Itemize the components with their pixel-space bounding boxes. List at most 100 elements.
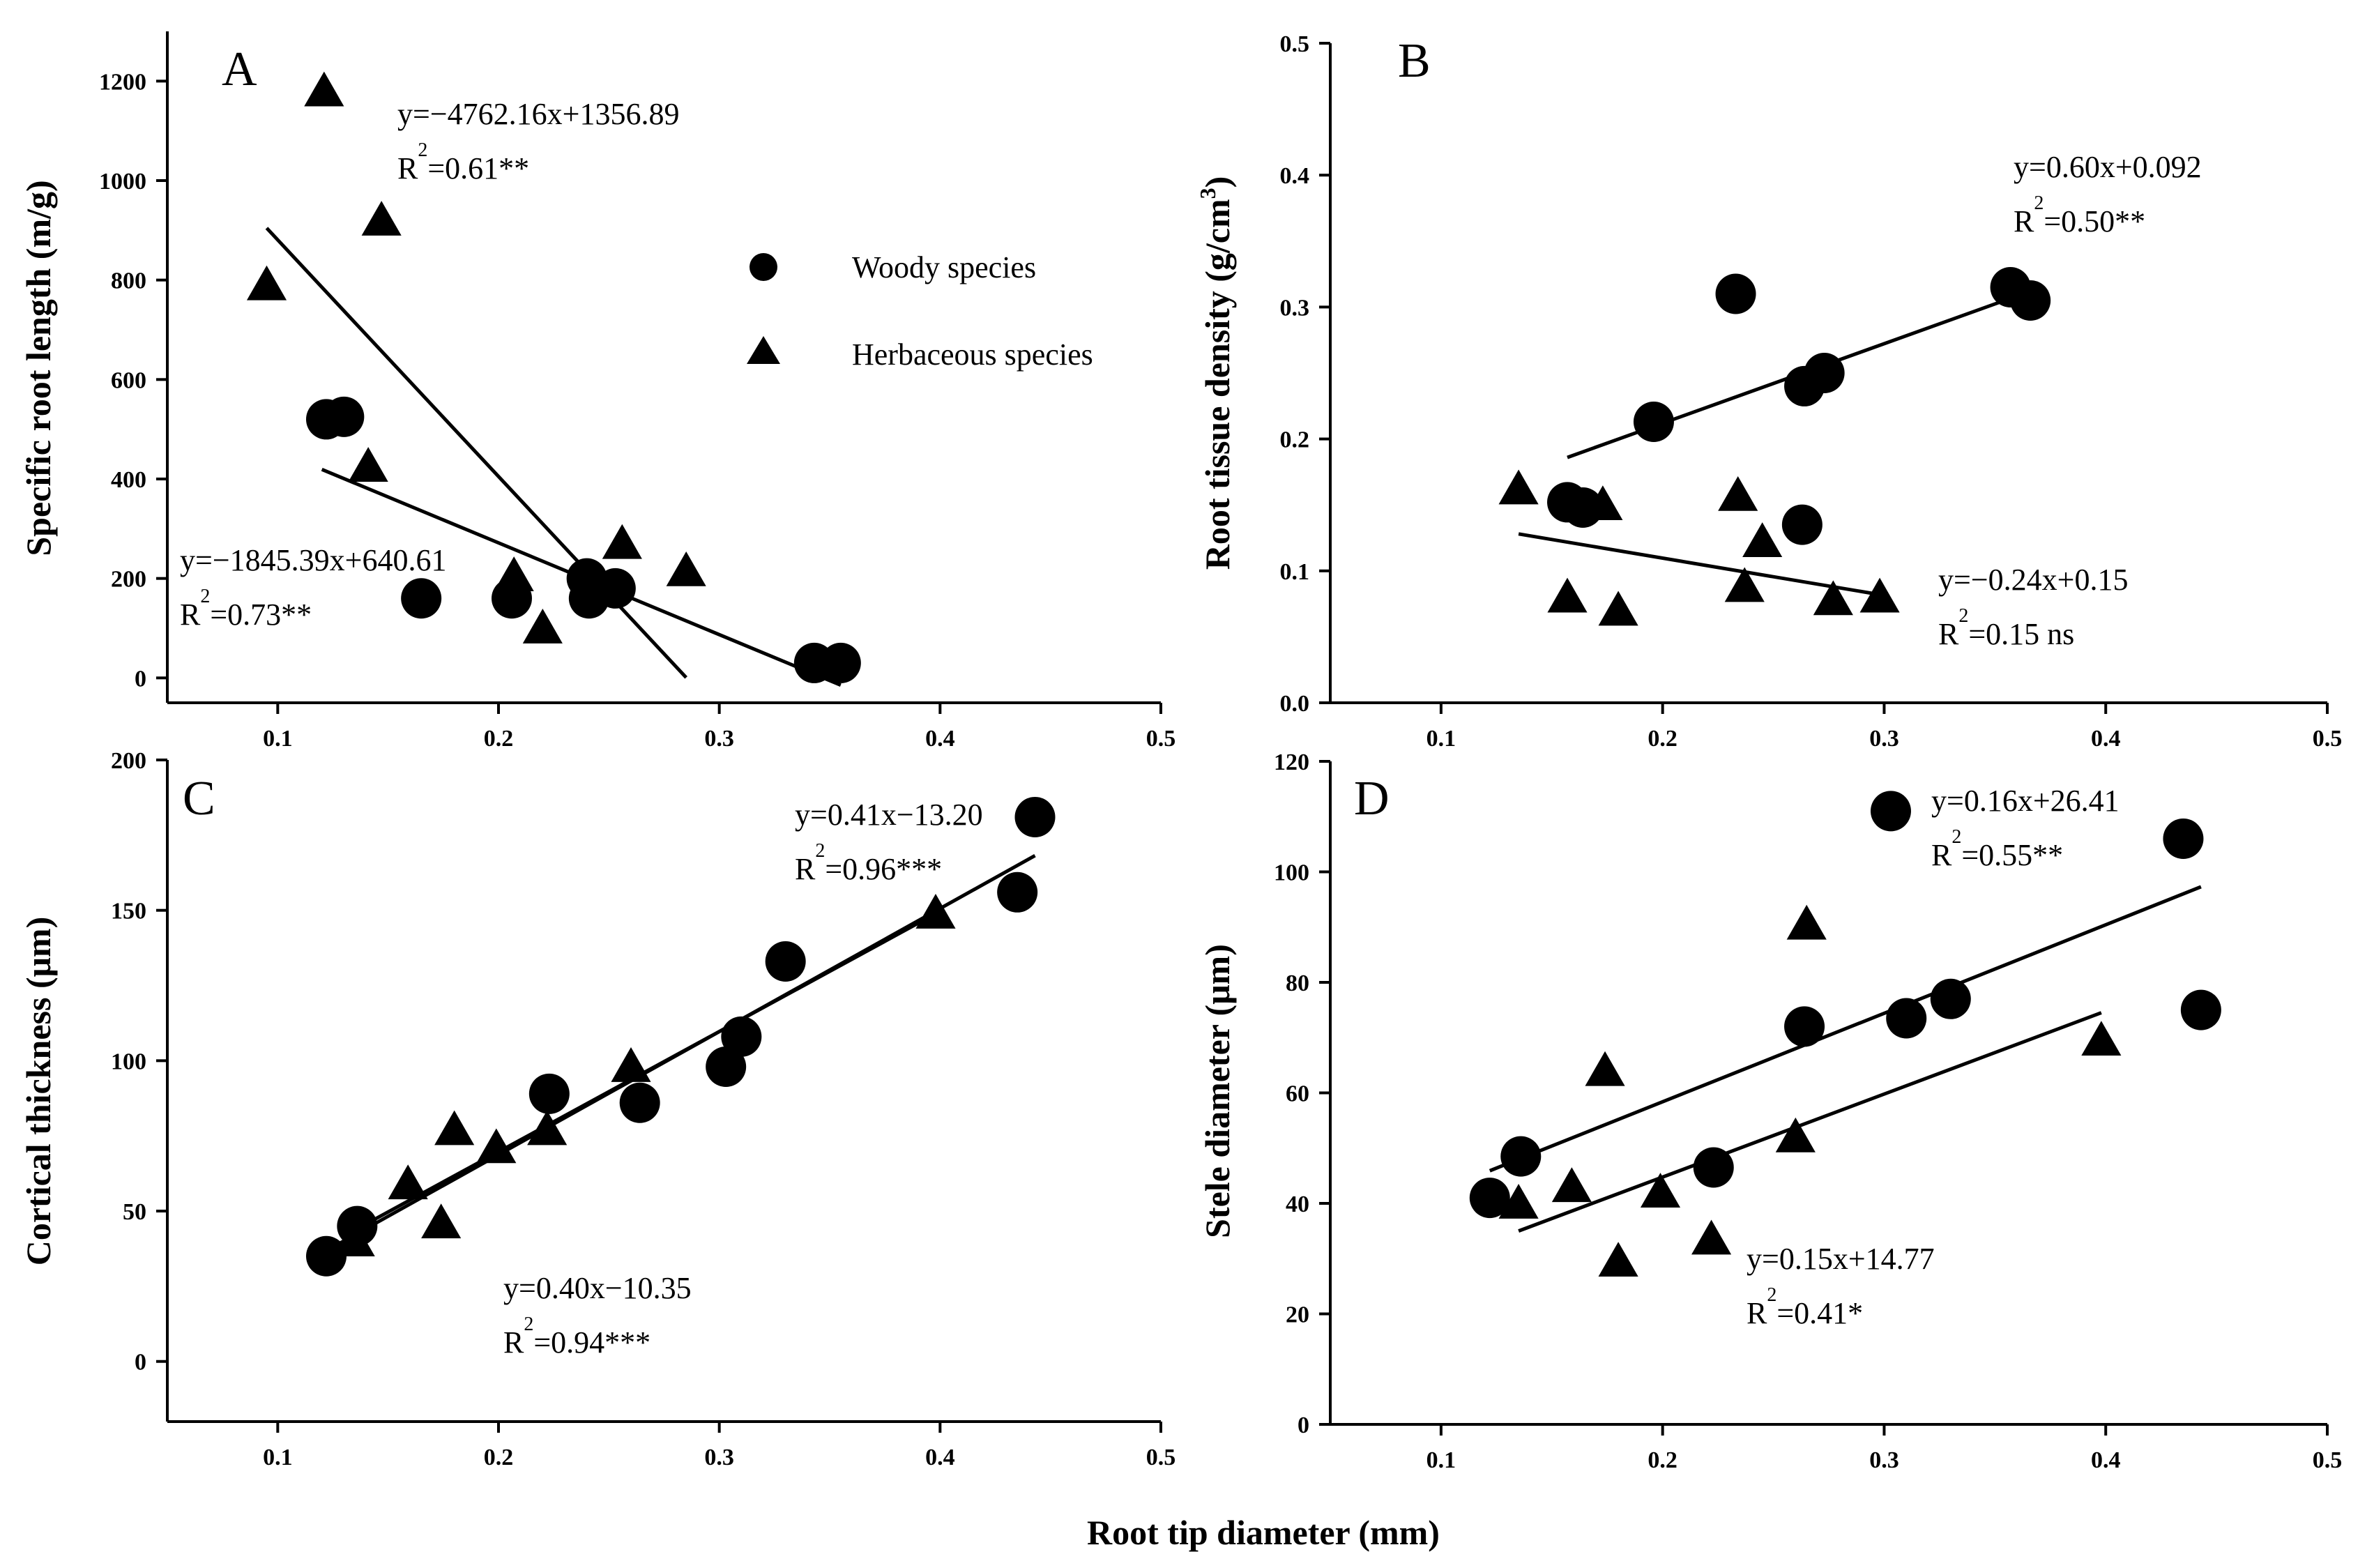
x-tick-label: 0.4	[925, 726, 955, 752]
herb-equation: y=−0.24x+0.15	[1938, 563, 2128, 597]
r2-sup: 2	[815, 840, 825, 862]
woody-equation: y=−1845.39x+640.61	[180, 543, 446, 577]
panel-letter: C	[183, 772, 215, 825]
r2-sup: 2	[2034, 192, 2044, 214]
herb-point	[1498, 469, 1539, 505]
herb-point	[1742, 522, 1783, 558]
y-tick-label: 20	[1286, 1302, 1309, 1328]
panel-c: 0.1 0.2 0.3 0.4 0.5 0 50 100 150 200 Cortical thic…	[19, 748, 1175, 1470]
herb-point	[602, 524, 642, 559]
y-tick-label: 0.5	[1280, 31, 1310, 57]
woody-point	[1804, 353, 1845, 393]
y-tick-label: 0.3	[1280, 295, 1310, 321]
herb-point	[611, 1046, 651, 1082]
woody-point	[820, 642, 861, 683]
woody-point	[721, 1016, 762, 1057]
legend-herb-label: Herbaceous species	[852, 337, 1093, 372]
herb-point	[1598, 591, 1638, 626]
y-axis-title-sup: 3	[1195, 188, 1220, 199]
r2-sup: 2	[1767, 1284, 1776, 1306]
y-tick-label: 40	[1286, 1192, 1309, 1217]
herb-point	[304, 71, 344, 107]
woody-point	[595, 568, 636, 609]
herb-r2: R2=0.41*	[1747, 1284, 1863, 1330]
herb-point	[1724, 567, 1765, 602]
r2-prefix: R	[1931, 838, 1952, 872]
herb-point	[1859, 577, 1900, 613]
woody-point	[1930, 978, 1971, 1019]
woody-point	[1784, 1006, 1825, 1047]
x-tick-label: 0.2	[484, 1445, 514, 1470]
y-axis-title-close: )	[1198, 176, 1237, 188]
x-tick-label: 0.2	[1648, 726, 1677, 752]
x-tick-label: 0.4	[925, 1445, 955, 1470]
r2-prefix: R	[795, 852, 816, 886]
woody-r2: R2=0.55**	[1931, 826, 2063, 872]
y-tick-label: 120	[1274, 749, 1309, 775]
woody-point	[1469, 1178, 1510, 1219]
herb-r2: R2=0.15 ns	[1938, 605, 2074, 651]
woody-point	[1870, 791, 1911, 832]
woody-point	[306, 1235, 347, 1277]
x-tick-label: 0.3	[1869, 726, 1899, 752]
herb-r2: R2=0.94***	[503, 1314, 650, 1360]
woody-fit-line	[1489, 885, 2202, 1173]
r2-sup: 2	[418, 139, 427, 161]
y-tick-label: 0.1	[1280, 559, 1310, 585]
x-tick-label: 0.3	[1869, 1447, 1899, 1473]
herb-point	[1585, 1051, 1625, 1086]
y-axis-title-text: Root tissue density (g/cm	[1198, 199, 1237, 570]
herb-fit-line	[1518, 532, 1880, 597]
woody-point	[619, 1082, 660, 1123]
panel-a: 0.1 0.2 0.3 0.4 0.5 0 200 400 600 800 1000 1200 Spec…	[19, 31, 1175, 752]
herb-point	[348, 447, 388, 482]
legend: Woody species Herbaceous species	[747, 250, 1093, 372]
woody-point	[1693, 1147, 1734, 1188]
legend-woody-label: Woody species	[852, 250, 1036, 284]
herb-fit-line	[265, 227, 687, 679]
x-axis-title: Root tip diameter (mm)	[1087, 1513, 1440, 1552]
herb-r2: R2=0.61**	[397, 139, 529, 185]
x-tick-label: 0.4	[2091, 726, 2121, 752]
y-tick-label: 200	[111, 567, 146, 593]
woody-point	[324, 396, 365, 437]
panel-letter: B	[1398, 34, 1431, 88]
herb-point	[335, 1221, 375, 1257]
woody-point	[706, 1046, 747, 1087]
woody-point	[1500, 1136, 1542, 1177]
r2-prefix: R	[2014, 204, 2034, 238]
y-tick-label: 600	[111, 367, 146, 393]
y-tick-label: 100	[1274, 860, 1309, 886]
r2-value: =0.73**	[210, 597, 312, 632]
r2-value: =0.55**	[1961, 838, 2063, 872]
x-tick-label: 0.5	[1146, 1445, 1176, 1470]
y-axis-title: Stele diameter (μm)	[1198, 944, 1237, 1238]
herb-point	[1583, 485, 1623, 521]
herb-point	[1640, 1173, 1681, 1208]
herb-point	[246, 265, 287, 300]
y-tick-label: 0	[135, 666, 146, 692]
y-tick-label: 200	[111, 748, 146, 774]
woody-equation: y=0.60x+0.092	[2014, 150, 2202, 184]
x-tick-label: 0.2	[484, 726, 514, 752]
y-tick-label: 80	[1286, 971, 1309, 996]
x-tick-label: 0.5	[1146, 726, 1176, 752]
woody-equation: y=0.16x+26.41	[1931, 784, 2120, 818]
y-tick-label: 1000	[99, 169, 146, 195]
x-tick-label: 0.1	[1426, 726, 1456, 752]
x-tick-label: 0.1	[263, 1445, 293, 1470]
woody-point	[1886, 998, 1927, 1039]
herb-point	[1547, 577, 1588, 613]
x-tick-label: 0.1	[1426, 1447, 1456, 1473]
x-tick-label: 0.2	[1648, 1447, 1677, 1473]
woody-r2: R2=0.50**	[2014, 192, 2145, 238]
legend-herb-marker	[747, 336, 780, 364]
y-tick-label: 150	[111, 899, 146, 924]
woody-point	[997, 871, 1038, 913]
legend-woody-marker	[750, 253, 777, 281]
x-tick-label: 0.5	[2313, 1447, 2343, 1473]
x-tick-label: 0.1	[263, 726, 293, 752]
herb-point	[1598, 1242, 1638, 1277]
herb-point	[1718, 475, 1758, 511]
